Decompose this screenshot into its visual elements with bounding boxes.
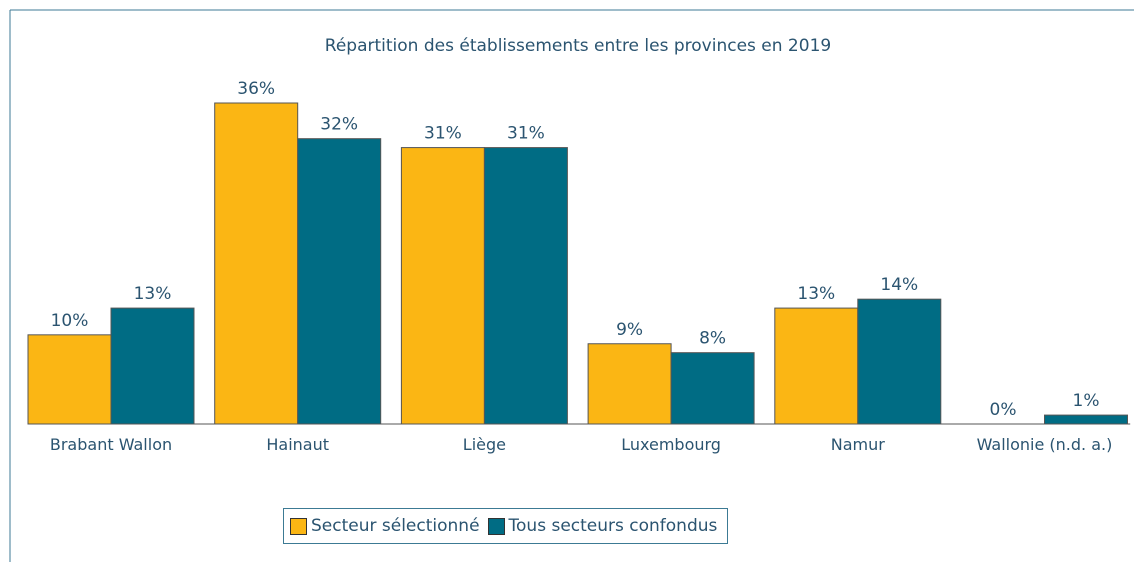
x-tick-label: Hainaut <box>266 435 329 454</box>
value-label: 13% <box>134 284 172 304</box>
legend-swatch <box>290 517 307 535</box>
legend-label: Secteur sélectionné <box>311 516 480 536</box>
x-tick-label: Wallonie (n.d. a.) <box>976 435 1113 454</box>
bar <box>400 147 485 425</box>
bar <box>27 334 112 425</box>
bar <box>670 352 755 425</box>
x-tick-label: Brabant Wallon <box>49 435 173 454</box>
value-label: 9% <box>616 320 643 340</box>
legend: Secteur sélectionné Tous secteurs confond… <box>283 508 729 544</box>
bar <box>297 138 382 425</box>
value-label: 32% <box>320 115 358 135</box>
value-label: 13% <box>797 284 835 304</box>
legend-swatch <box>487 517 505 535</box>
x-tick-label: Namur <box>830 435 885 454</box>
legend-label: Tous secteurs confondus <box>508 516 718 536</box>
bar <box>587 343 672 425</box>
bar <box>1044 414 1128 425</box>
value-label: 10% <box>51 311 89 331</box>
value-label: 1% <box>1073 391 1100 411</box>
bar <box>774 307 859 425</box>
legend-item: Tous secteurs confondus <box>487 516 718 536</box>
x-tick-label: Liège <box>462 435 506 454</box>
bar <box>110 307 195 425</box>
bar <box>857 298 942 425</box>
value-label: 36% <box>237 79 275 99</box>
bar <box>214 102 299 425</box>
legend-item: Secteur sélectionné <box>290 516 480 536</box>
value-label: 31% <box>507 124 545 144</box>
value-label: 31% <box>424 124 462 144</box>
value-label: 8% <box>699 329 726 349</box>
x-tick-label: Luxembourg <box>621 435 721 454</box>
chart-title: Répartition des établissements entre les… <box>325 36 831 56</box>
value-label: 0% <box>990 400 1017 420</box>
value-label: 14% <box>880 275 918 295</box>
bar <box>483 147 568 425</box>
